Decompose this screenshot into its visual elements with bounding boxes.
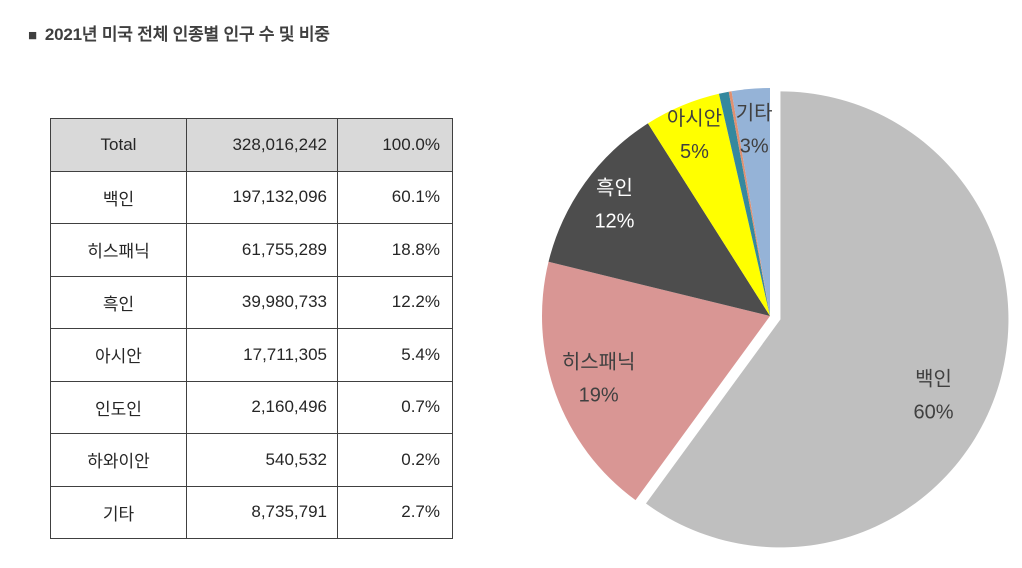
pie-slice-pct-label: 60% xyxy=(913,402,953,424)
race-name-cell: 히스패닉 xyxy=(50,223,187,277)
race-name-cell: 아시안 xyxy=(50,328,187,382)
population-share-cell: 60.1% xyxy=(337,170,453,224)
population-share-cell: 100.0% xyxy=(337,118,453,172)
table-row: 백인 197,132,096 60.1% xyxy=(50,170,453,224)
table-row: 아시안 17,711,305 5.4% xyxy=(50,328,453,382)
pie-slice-2 xyxy=(548,123,770,316)
table-row: 히스패닉 61,755,289 18.8% xyxy=(50,223,453,277)
population-share-cell: 18.8% xyxy=(337,223,453,277)
pie-slice-pct-label: 12% xyxy=(594,210,634,232)
population-count-cell: 61,755,289 xyxy=(186,223,338,277)
race-name-cell: Total xyxy=(50,118,187,172)
population-count-cell: 197,132,096 xyxy=(186,170,338,224)
table-header-row: Total 328,016,242 100.0% xyxy=(50,118,453,172)
pie-slice-6 xyxy=(731,88,770,316)
page-title-text: 2021년 미국 전체 인종별 인구 수 및 비중 xyxy=(44,25,330,44)
pie-slice-3 xyxy=(647,93,770,316)
race-name-cell: 백인 xyxy=(50,170,187,224)
population-count-cell: 17,711,305 xyxy=(186,328,338,382)
population-share-cell: 0.2% xyxy=(337,433,453,487)
population-table: Total 328,016,242 100.0% 백인 197,132,096 60.1%… xyxy=(50,118,453,539)
population-count-cell: 540,532 xyxy=(186,433,338,487)
pie-slice-name-label: 백인 xyxy=(915,368,952,391)
population-share-cell: 0.7% xyxy=(337,380,453,434)
title-bullet-icon: ■ xyxy=(28,27,37,44)
population-count-cell: 39,980,733 xyxy=(186,275,338,329)
population-table-body: Total 328,016,242 100.0% 백인 197,132,096 60.1%… xyxy=(50,118,453,539)
pie-slice-4 xyxy=(718,91,770,317)
population-count-cell: 2,160,496 xyxy=(186,380,338,434)
pie-slice-name-label: 아시안 xyxy=(667,107,722,130)
pie-slice-1 xyxy=(542,261,770,501)
population-count-cell: 8,735,791 xyxy=(186,485,338,539)
race-name-cell: 하와이안 xyxy=(50,433,187,487)
population-count-cell: 328,016,242 xyxy=(186,118,338,172)
race-name-cell: 기타 xyxy=(50,485,187,539)
page-title: ■ 2021년 미국 전체 인종별 인구 수 및 비중 xyxy=(28,20,330,45)
pie-slice-name-label: 기타 xyxy=(736,102,773,125)
population-share-cell: 2.7% xyxy=(337,485,453,539)
pie-slice-name-label: 히스패닉 xyxy=(562,351,636,374)
population-share-cell: 5.4% xyxy=(337,328,453,382)
table-row: 하와이안 540,532 0.2% xyxy=(50,433,453,487)
pie-slice-pct-label: 3% xyxy=(740,136,769,158)
table-row: 흑인 39,980,733 12.2% xyxy=(50,275,453,329)
population-share-cell: 12.2% xyxy=(337,275,453,329)
pie-slice-0 xyxy=(645,91,1009,548)
pie-slice-name-label: 흑인 xyxy=(596,176,633,199)
table-row: 기타 8,735,791 2.7% xyxy=(50,485,453,539)
pie-slice-pct-label: 5% xyxy=(680,141,709,163)
pie-slice-pct-label: 19% xyxy=(579,385,619,407)
race-name-cell: 흑인 xyxy=(50,275,187,329)
pie-slice-5 xyxy=(728,91,770,316)
